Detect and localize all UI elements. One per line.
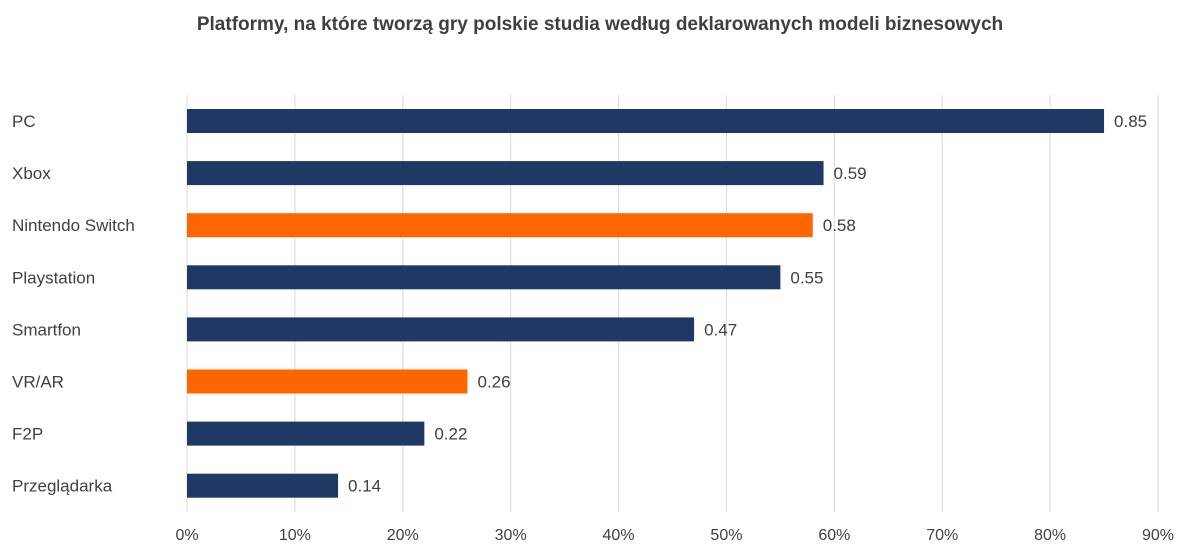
bar (187, 109, 1105, 133)
x-tick-label: 30% (495, 527, 527, 544)
x-tick-label: 50% (710, 527, 742, 544)
category-label: Xbox (12, 164, 51, 183)
category-label: VR/AR (12, 373, 64, 392)
bar (187, 265, 781, 290)
category-label: Nintendo Switch (12, 216, 135, 235)
bar (187, 473, 339, 498)
bar (187, 213, 813, 238)
data-label: 0.58 (823, 216, 856, 235)
x-tick-label: 90% (1142, 527, 1174, 544)
bar (187, 369, 468, 394)
data-label: 0.14 (348, 477, 381, 496)
bar (187, 421, 425, 446)
data-label: 0.22 (434, 425, 467, 444)
bar (187, 161, 824, 186)
x-tick-label: 0% (175, 527, 198, 544)
x-tick-label: 70% (926, 527, 958, 544)
bar (187, 317, 695, 342)
chart-title: Platformy, na które tworzą gry polskie s… (196, 14, 1004, 35)
x-tick-label: 20% (387, 527, 419, 544)
category-label: F2P (12, 425, 43, 444)
category-label: Playstation (12, 268, 95, 287)
x-tick-label: 60% (818, 527, 850, 544)
category-label: PC (12, 112, 36, 131)
data-label: 0.26 (478, 373, 511, 392)
x-tick-label: 80% (1034, 527, 1066, 544)
data-label: 0.47 (704, 320, 737, 339)
x-tick-label: 40% (603, 527, 635, 544)
data-label: 0.59 (834, 164, 867, 183)
data-label: 0.85 (1114, 112, 1147, 131)
category-label: Smartfon (12, 320, 81, 339)
x-tick-label: 10% (279, 527, 311, 544)
category-label: Przeglądarka (12, 477, 113, 496)
data-label: 0.55 (790, 268, 823, 287)
